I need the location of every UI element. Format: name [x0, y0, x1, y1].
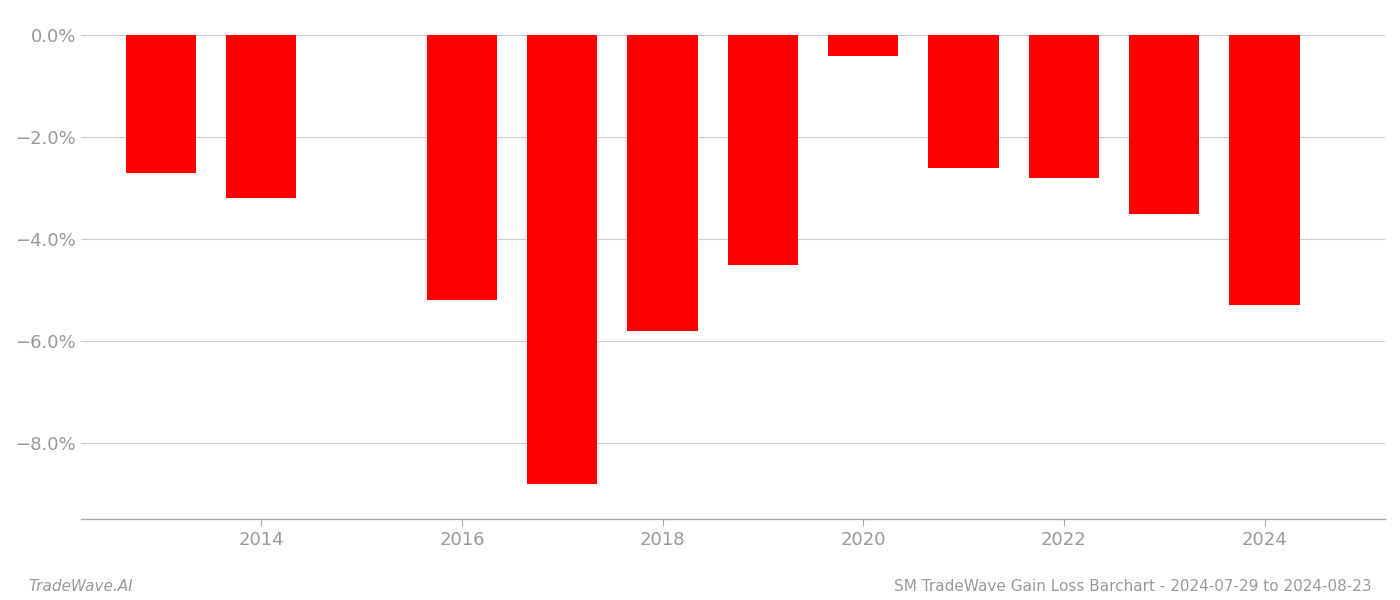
Bar: [1130, 35, 1200, 214]
Bar: [427, 35, 497, 300]
Bar: [126, 35, 196, 173]
Bar: [728, 35, 798, 265]
Bar: [1229, 35, 1299, 305]
Bar: [227, 35, 297, 199]
Bar: [829, 35, 899, 56]
Bar: [1029, 35, 1099, 178]
Text: SM TradeWave Gain Loss Barchart - 2024-07-29 to 2024-08-23: SM TradeWave Gain Loss Barchart - 2024-0…: [895, 579, 1372, 594]
Text: TradeWave.AI: TradeWave.AI: [28, 579, 133, 594]
Bar: [928, 35, 998, 168]
Bar: [627, 35, 697, 331]
Bar: [528, 35, 598, 484]
